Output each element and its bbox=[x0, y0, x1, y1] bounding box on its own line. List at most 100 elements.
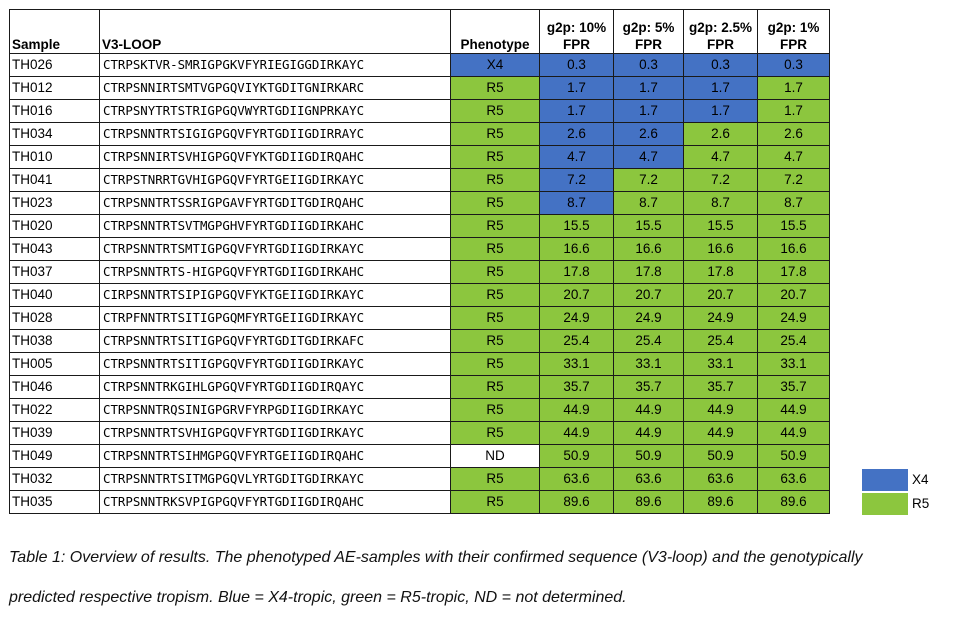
table-body: TH026 CTRPSKTVR-SMRIGPGKVFYRIEGIGGDIRKAYC… bbox=[9, 53, 830, 514]
table-row: TH020 CTRPSNNTRTSVTMGPGHVFYRTGDIIGDIRKAHC… bbox=[9, 214, 830, 238]
g2p-value-cell: 4.7 bbox=[539, 145, 614, 169]
v3-loop-cell: CTRPFNNTRTSITIGPGQMFYRTGEIIGDIRKAYC bbox=[99, 306, 451, 330]
g2p-value-cell: 0.3 bbox=[757, 53, 830, 77]
table-row: TH046 CTRPSNNTRKGIHLGPGQVFYRTGDIIGDIRQAYC… bbox=[9, 375, 830, 399]
table-row: TH026 CTRPSKTVR-SMRIGPGKVFYRIEGIGGDIRKAYC… bbox=[9, 53, 830, 77]
table-caption-line-1: Table 1: Overview of results. The phenot… bbox=[9, 549, 863, 566]
g2p-value-cell: 89.6 bbox=[613, 490, 684, 514]
g2p-value-cell: 8.7 bbox=[757, 191, 830, 215]
g2p-value-cell: 44.9 bbox=[683, 421, 758, 445]
g2p-value-cell: 2.6 bbox=[539, 122, 614, 146]
sample-cell: TH026 bbox=[9, 53, 100, 77]
table-row: TH010 CTRPSNNIRTSVHIGPGQVFYKTGDIIGDIRQAHC… bbox=[9, 145, 830, 169]
g2p-value-cell: 35.7 bbox=[539, 375, 614, 399]
g2p-value-cell: 50.9 bbox=[613, 444, 684, 468]
v3-loop-cell: CTRPSNNTRTSITIGPGQVFYRTGDIIGDIRKAYC bbox=[99, 352, 451, 376]
table-row: TH041 CTRPSTNRRTGVHIGPGQVFYRTGEIIGDIRKAYC… bbox=[9, 168, 830, 192]
g2p-value-cell: 35.7 bbox=[613, 375, 684, 399]
g2p-value-cell: 33.1 bbox=[683, 352, 758, 376]
g2p-value-cell: 44.9 bbox=[757, 398, 830, 422]
phenotype-cell: X4 bbox=[450, 53, 540, 77]
table-row: TH005 CTRPSNNTRTSITIGPGQVFYRTGDIIGDIRKAYC… bbox=[9, 352, 830, 376]
g2p-value-cell: 44.9 bbox=[539, 398, 614, 422]
legend-x4-swatch bbox=[862, 469, 908, 491]
v3-loop-cell: CTRPSNNIRTSVHIGPGQVFYKTGDIIGDIRQAHC bbox=[99, 145, 451, 169]
v3-loop-cell: CTRPSKTVR-SMRIGPGKVFYRIEGIGGDIRKAYC bbox=[99, 53, 451, 77]
phenotype-cell: R5 bbox=[450, 99, 540, 123]
g2p-value-cell: 0.3 bbox=[683, 53, 758, 77]
g2p-value-cell: 16.6 bbox=[683, 237, 758, 261]
g2p-value-cell: 35.7 bbox=[683, 375, 758, 399]
table-row: TH040 CIRPSNNTRTSIPIGPGQVFYKTGEIIGDIRKAYC… bbox=[9, 283, 830, 307]
phenotype-cell: R5 bbox=[450, 329, 540, 353]
phenotype-cell: R5 bbox=[450, 375, 540, 399]
g2p-value-cell: 25.4 bbox=[683, 329, 758, 353]
table-row: TH037 CTRPSNNTRTS-HIGPGQVFYRTGDIIGDIRKAHC… bbox=[9, 260, 830, 284]
g2p-value-cell: 89.6 bbox=[683, 490, 758, 514]
sample-cell: TH028 bbox=[9, 306, 100, 330]
g2p-value-cell: 7.2 bbox=[613, 168, 684, 192]
v3-loop-cell: CTRPSNNTRTSMTIGPGQVFYRTGDIIGDIRKAYC bbox=[99, 237, 451, 261]
g2p-value-cell: 1.7 bbox=[613, 76, 684, 100]
g2p-value-cell: 17.8 bbox=[613, 260, 684, 284]
g2p-value-cell: 8.7 bbox=[613, 191, 684, 215]
v3-loop-cell: CIRPSNNTRTSIPIGPGQVFYKTGEIIGDIRKAYC bbox=[99, 283, 451, 307]
g2p-value-cell: 0.3 bbox=[613, 53, 684, 77]
g2p-value-cell: 0.3 bbox=[539, 53, 614, 77]
g2p-value-cell: 1.7 bbox=[683, 99, 758, 123]
phenotype-cell: R5 bbox=[450, 490, 540, 514]
g2p-value-cell: 63.6 bbox=[539, 467, 614, 491]
g2p-value-cell: 25.4 bbox=[613, 329, 684, 353]
g2p-value-cell: 7.2 bbox=[757, 168, 830, 192]
v3-loop-cell: CTRPSNYTRTSTRIGPGQVWYRTGDIIGNPRKAYC bbox=[99, 99, 451, 123]
v3-loop-cell: CTRPSNNTRTSSRIGPGAVFYRTGDITGDIRQAHC bbox=[99, 191, 451, 215]
g2p-value-cell: 2.6 bbox=[683, 122, 758, 146]
g2p-value-cell: 44.9 bbox=[539, 421, 614, 445]
table-row: TH012 CTRPSNNIRTSMTVGPGQVIYKTGDITGNIRKARC… bbox=[9, 76, 830, 100]
phenotype-cell: R5 bbox=[450, 145, 540, 169]
g2p-value-cell: 25.4 bbox=[539, 329, 614, 353]
table-row: TH028 CTRPFNNTRTSITIGPGQMFYRTGEIIGDIRKAYC… bbox=[9, 306, 830, 330]
table-row: TH039 CTRPSNNTRTSVHIGPGQVFYRTGDIIGDIRKAYC… bbox=[9, 421, 830, 445]
phenotype-cell: R5 bbox=[450, 237, 540, 261]
g2p-value-cell: 17.8 bbox=[757, 260, 830, 284]
g2p-value-cell: 8.7 bbox=[539, 191, 614, 215]
sample-cell: TH046 bbox=[9, 375, 100, 399]
phenotype-cell: R5 bbox=[450, 467, 540, 491]
g2p-value-cell: 63.6 bbox=[757, 467, 830, 491]
sample-cell: TH020 bbox=[9, 214, 100, 238]
g2p-value-cell: 50.9 bbox=[757, 444, 830, 468]
g2p-value-cell: 15.5 bbox=[539, 214, 614, 238]
table-row: TH016 CTRPSNYTRTSTRIGPGQVWYRTGDIIGNPRKAYC… bbox=[9, 99, 830, 123]
v3-loop-cell: CTRPSNNTRTSIHMGPGQVFYRTGEIIGDIRQAHC bbox=[99, 444, 451, 468]
v3-loop-cell: CTRPSNNIRTSMTVGPGQVIYKTGDITGNIRKARC bbox=[99, 76, 451, 100]
g2p-value-cell: 35.7 bbox=[757, 375, 830, 399]
g2p-value-cell: 33.1 bbox=[757, 352, 830, 376]
g2p-value-cell: 1.7 bbox=[539, 99, 614, 123]
sample-cell: TH016 bbox=[9, 99, 100, 123]
header-v3-loop: V3-LOOP bbox=[99, 9, 451, 54]
phenotype-cell: R5 bbox=[450, 76, 540, 100]
g2p-value-cell: 50.9 bbox=[539, 444, 614, 468]
v3-loop-cell: CTRPSNNTRTSITIGPGQVFYRTGDITGDIRKAFC bbox=[99, 329, 451, 353]
g2p-value-cell: 1.7 bbox=[683, 76, 758, 100]
g2p-value-cell: 25.4 bbox=[757, 329, 830, 353]
v3-loop-cell: CTRPSNNTRKGIHLGPGQVFYRTGDIIGDIRQAYC bbox=[99, 375, 451, 399]
phenotype-cell: R5 bbox=[450, 122, 540, 146]
phenotype-cell: R5 bbox=[450, 214, 540, 238]
g2p-value-cell: 1.7 bbox=[757, 76, 830, 100]
g2p-value-cell: 16.6 bbox=[757, 237, 830, 261]
table-row: TH035 CTRPSNNTRKSVPIGPGQVFYRTGDIIGDIRQAHC… bbox=[9, 490, 830, 514]
sample-cell: TH039 bbox=[9, 421, 100, 445]
g2p-value-cell: 20.7 bbox=[683, 283, 758, 307]
header-g2p-2-5: g2p: 2.5% FPR bbox=[683, 9, 758, 54]
v3-loop-cell: CTRPSNNTRTSIGIGPGQVFYRTGDIIGDIRRAYC bbox=[99, 122, 451, 146]
g2p-value-cell: 33.1 bbox=[613, 352, 684, 376]
sample-cell: TH034 bbox=[9, 122, 100, 146]
phenotype-cell: R5 bbox=[450, 421, 540, 445]
g2p-value-cell: 17.8 bbox=[683, 260, 758, 284]
g2p-value-cell: 7.2 bbox=[539, 168, 614, 192]
g2p-value-cell: 20.7 bbox=[757, 283, 830, 307]
g2p-value-cell: 20.7 bbox=[539, 283, 614, 307]
table-row: TH032 CTRPSNNTRTSITMGPGQVLYRTGDITGDIRKAYC… bbox=[9, 467, 830, 491]
